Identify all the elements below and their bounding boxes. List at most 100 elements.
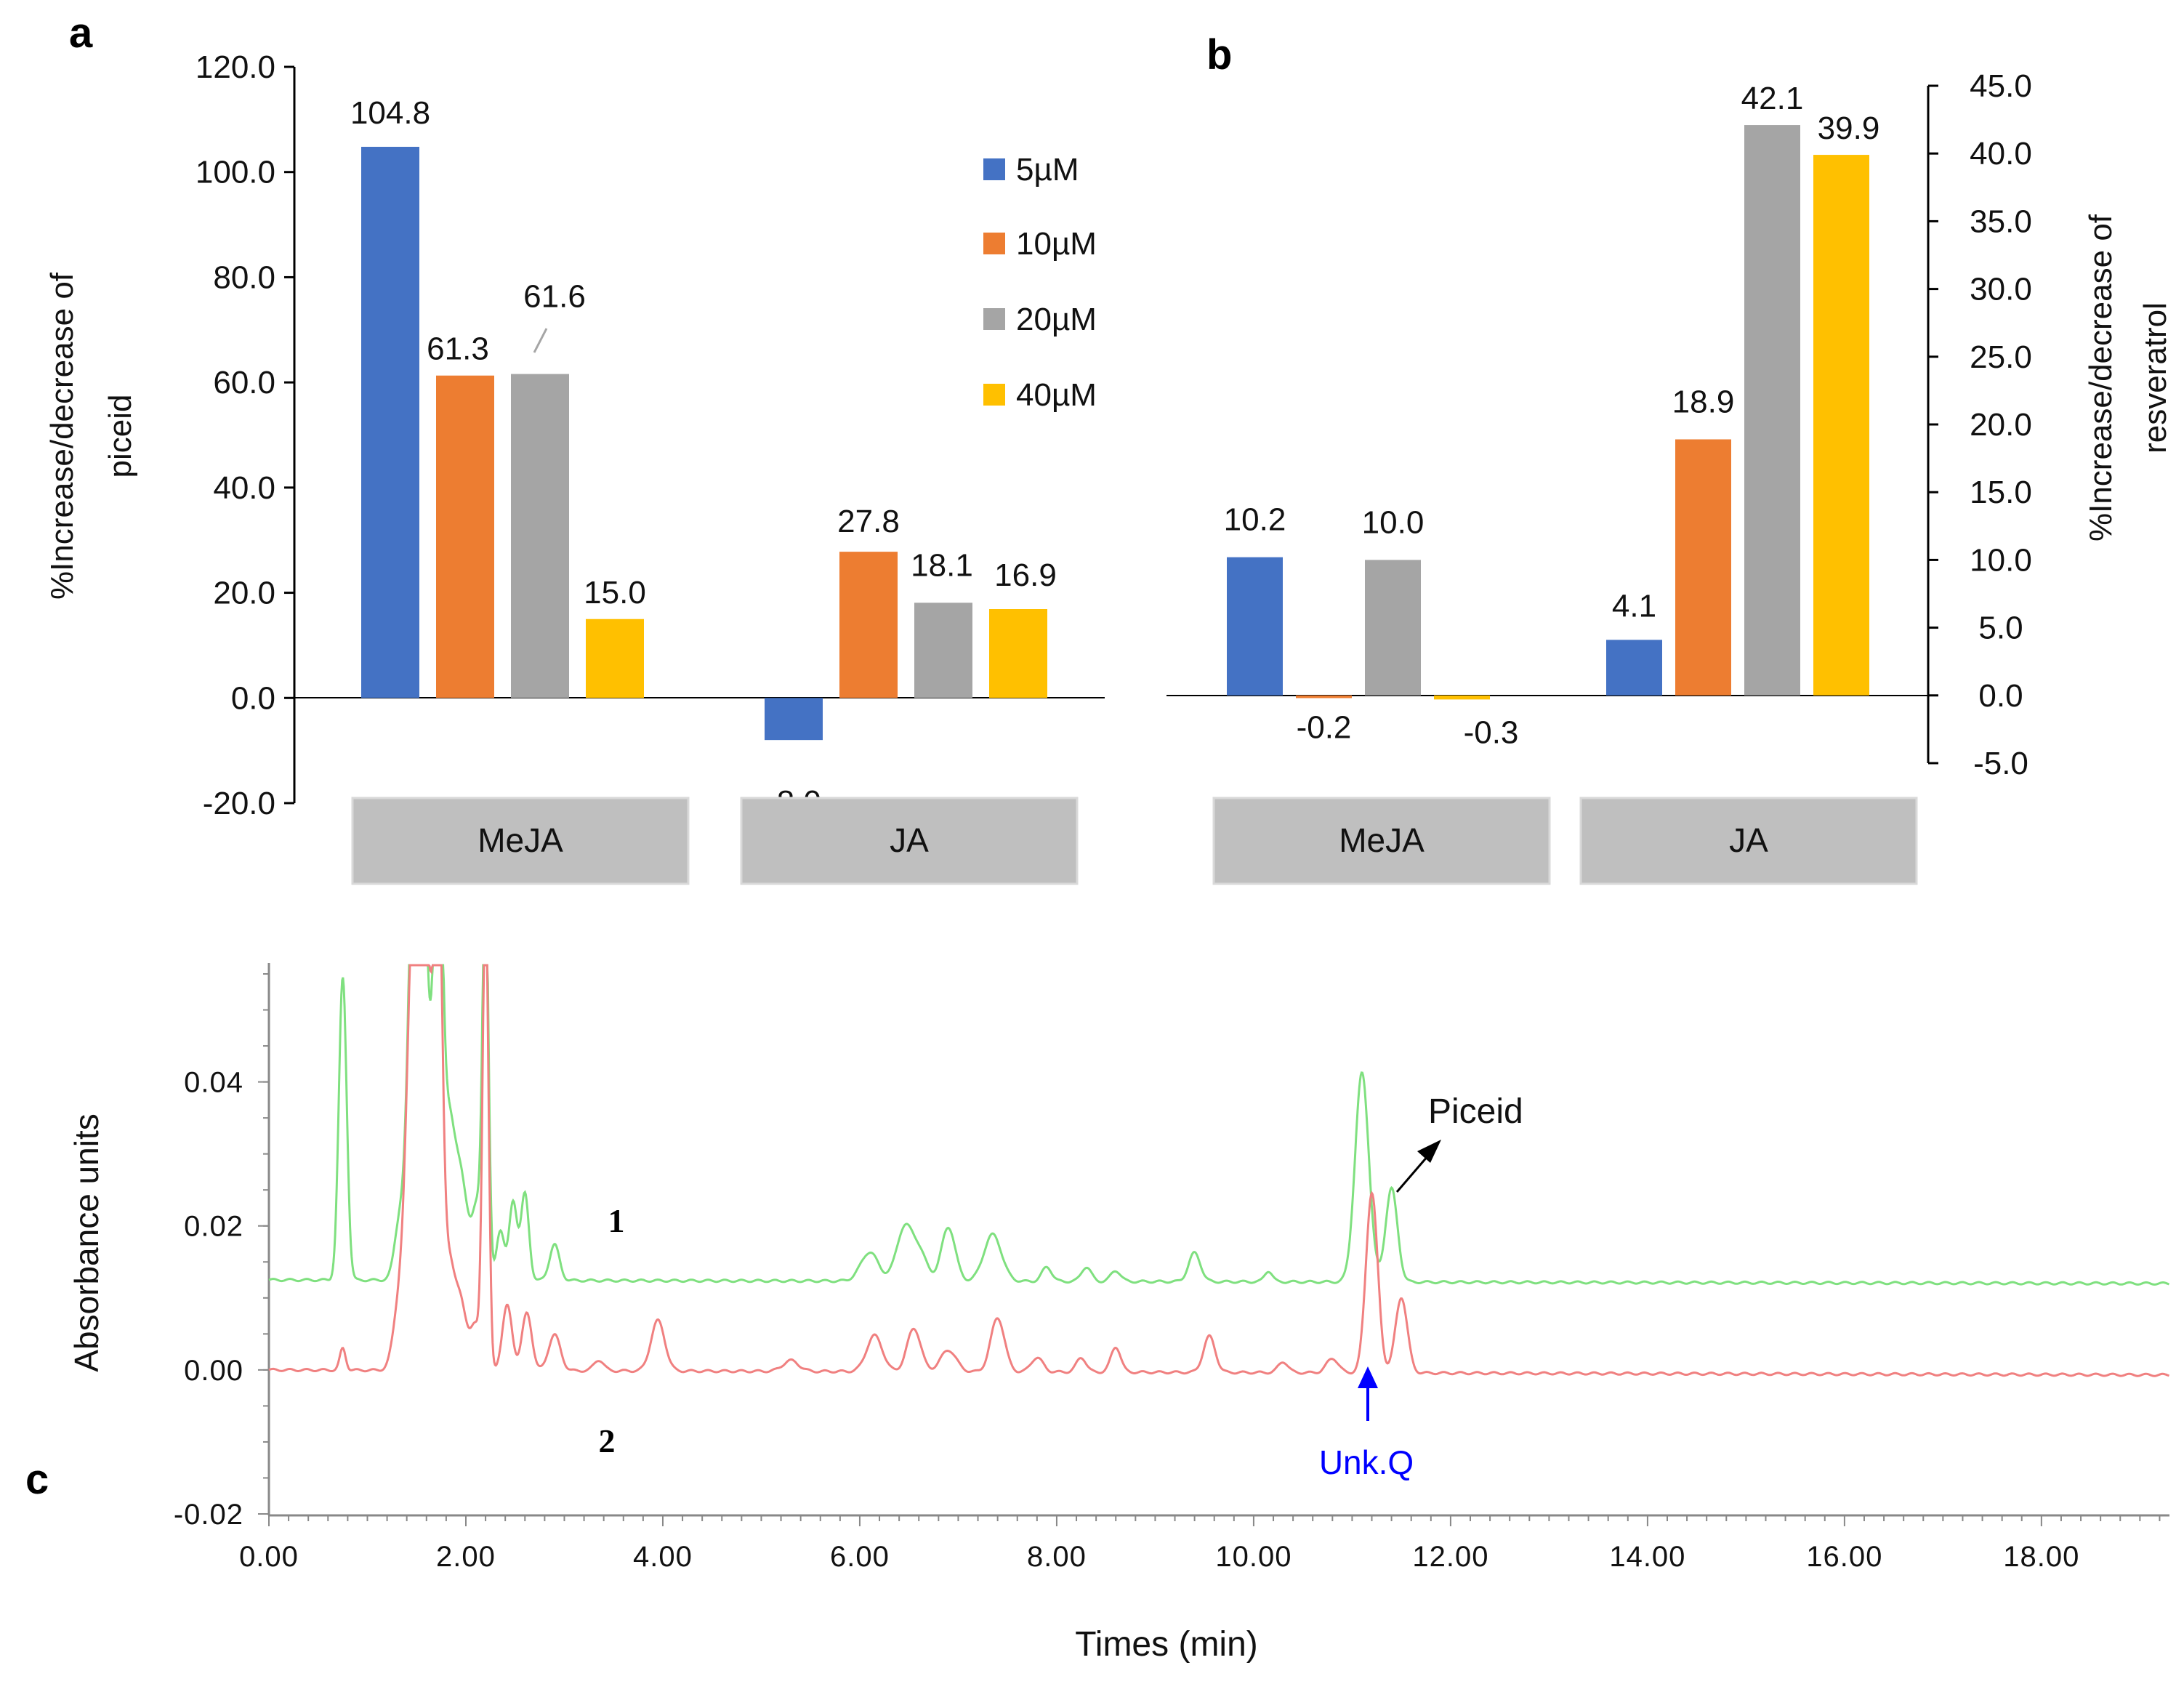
legend-swatch-40um: [983, 384, 1005, 406]
panel-a-bar-meja-40um: [586, 619, 644, 698]
panel-b-ytick-label: 5.0: [1978, 611, 2023, 646]
panel-b-bar-meja-5um: [1227, 557, 1283, 696]
panel-a-bar-meja-10um: [436, 375, 494, 698]
panel-b-value-labels: 10.2 -0.2 10.0 -0.3 4.1 18.9 42.1 39.9: [1224, 81, 1880, 750]
legend-label-10um: 10µM: [1016, 226, 1097, 262]
legend-swatch-5um: [983, 158, 1005, 180]
panel-c-xtick-label: 4.00: [633, 1541, 693, 1573]
legend-label-5um: 5µM: [1016, 152, 1079, 188]
panel-b-category-ja: JA: [1729, 821, 1768, 859]
panel-b-ytick-label: 10.0: [1970, 542, 2032, 578]
panel-b-value-label-meja-5um: 10.2: [1224, 502, 1286, 538]
panel-a-bar-ja-10um: [839, 552, 898, 698]
panel-a-ylabel-line2: piceid: [102, 395, 138, 478]
panel-b-category-box-ja: [1579, 797, 1918, 885]
panel-a-category-meja: MeJA: [478, 821, 563, 859]
panel-c-xtick-label: 0.00: [239, 1541, 299, 1573]
panel-c-ylabel: Absorbance units: [68, 1113, 105, 1371]
panel-a-bar-meja-20um: [511, 374, 569, 698]
panel-a-leader-line: [533, 328, 548, 353]
panel-b-ytick-label: 20.0: [1970, 407, 2032, 443]
panel-a-bars: [361, 146, 1047, 741]
panel-a-value-label-meja-5um: 104.8: [350, 95, 430, 131]
panel-c-xtick-label: 16.00: [1806, 1541, 1882, 1573]
panel-a-bar-ja-20um: [914, 603, 972, 698]
panel-a-ytick-label: -20.0: [203, 786, 275, 821]
legend: 5µM 10µM 20µM 40µM: [983, 152, 1097, 413]
panel-b-category-box-meja: [1212, 797, 1551, 885]
panel-a-value-label-meja-20um: 61.6: [523, 279, 586, 315]
panel-letter-b: b: [1206, 31, 1232, 78]
panel-b-bar-meja-40um: [1434, 695, 1490, 700]
panel-a-value-label-ja-20um: 18.1: [911, 547, 973, 583]
panel-b-bar-chart: -5.0 0.0 5.0 10.0 15.0 20.0 25.0 30.0 35.0 40.0 45…: [1166, 68, 2173, 885]
panel-letter-a: a: [69, 9, 93, 57]
panel-a-ylabel-line1: %Increase/decrease of: [44, 272, 80, 600]
panel-b-ylabel-line1: %Increase/decrease of: [2083, 214, 2119, 541]
panel-c-xlabel: Times (min): [1075, 1625, 1258, 1664]
panel-a-bar-ja-5um: [765, 698, 823, 741]
panel-c-xtick-label: 8.00: [1027, 1541, 1087, 1573]
panel-a-category-box-meja: [351, 797, 690, 885]
panel-letter-c: c: [25, 1456, 49, 1503]
panel-a-y-ticks: -20.0 0.0 20.0 40.0 60.0 80.0 100.0 120.0: [196, 49, 294, 821]
piceid-annotation: Piceid: [1428, 1092, 1523, 1131]
panel-c-ytick-label: 0.02: [184, 1211, 243, 1243]
panel-a-ytick-label: 60.0: [213, 365, 275, 400]
panel-c-xtick-label: 6.00: [830, 1541, 890, 1573]
panel-b-value-label-meja-20um: 10.0: [1362, 504, 1425, 540]
panel-a-value-label-ja-40um: 16.9: [994, 557, 1057, 593]
panel-c-xtick-label: 14.00: [1609, 1541, 1685, 1573]
panel-b-bar-ja-5um: [1606, 640, 1662, 696]
piceid-arrow-line: [1395, 1155, 1430, 1193]
panel-c-chromatogram: -0.02 0.00 0.02 0.04 0.00 2.00 4.00 6.00 8.00 10…: [68, 963, 2170, 1664]
panel-a-ytick-label: 120.0: [196, 49, 275, 85]
panel-b-category-meja: MeJA: [1339, 821, 1425, 859]
panel-a-ytick-label: 40.0: [213, 470, 275, 506]
panel-b-value-label-ja-40um: 39.9: [1818, 110, 1880, 146]
panel-a-value-label-meja-10um: 61.3: [427, 331, 489, 367]
panel-b-bar-meja-10um: [1296, 695, 1352, 698]
trace-2-label: 2: [599, 1422, 616, 1459]
panel-c-ytick-label: 0.00: [184, 1355, 243, 1387]
panel-a-ytick-label: 80.0: [213, 259, 275, 295]
panel-b-bar-ja-20um: [1744, 125, 1800, 696]
legend-label-20um: 20µM: [1016, 302, 1097, 337]
panel-b-value-label-ja-5um: 4.1: [1612, 588, 1656, 624]
panel-b-ytick-label: 30.0: [1970, 272, 2032, 307]
panel-a-ytick-label: 20.0: [213, 576, 275, 611]
legend-swatch-20um: [983, 308, 1005, 330]
trace-2: [268, 964, 2170, 1377]
panel-b-ytick-label: 15.0: [1970, 475, 2032, 510]
panel-c-xtick-label: 12.00: [1412, 1541, 1488, 1573]
trace-1: [268, 964, 2170, 1286]
panel-a-value-label-meja-40um: 15.0: [584, 575, 646, 611]
panel-c-xtick-label: 2.00: [436, 1541, 496, 1573]
panel-b-ytick-label: 45.0: [1970, 68, 2032, 104]
panel-c-xtick-label: 10.00: [1215, 1541, 1292, 1573]
panel-b-ytick-label: 0.0: [1978, 678, 2023, 714]
panel-c-ytick-label: -0.02: [174, 1499, 243, 1531]
panel-a-bar-ja-40um: [989, 609, 1047, 698]
panel-b-value-label-meja-40um: -0.3: [1464, 714, 1519, 750]
panel-b-y-ticks: -5.0 0.0 5.0 10.0 15.0 20.0 25.0 30.0 35.0 40.0 45…: [1928, 68, 2032, 781]
panel-b-ytick-label: 40.0: [1970, 136, 2032, 172]
unk-annotation: Unk.Q: [1319, 1443, 1414, 1481]
panel-b-value-label-meja-10um: -0.2: [1297, 710, 1352, 746]
panel-b-bar-ja-40um: [1813, 155, 1869, 696]
legend-swatch-10um: [983, 233, 1005, 254]
panel-b-ytick-label: -5.0: [1973, 746, 2028, 781]
panel-a-ytick-label: 100.0: [196, 155, 275, 190]
panel-b-value-label-ja-10um: 18.9: [1672, 384, 1735, 420]
panel-c-ytick-label: 0.04: [184, 1067, 243, 1099]
panel-a-category-box-ja: [740, 797, 1079, 885]
panel-a-bar-meja-5um: [361, 146, 419, 698]
legend-label-40um: 40µM: [1016, 377, 1097, 413]
panel-c-y-ticks: -0.02 0.00 0.02 0.04: [174, 973, 269, 1531]
panel-b-ytick-label: 25.0: [1970, 339, 2032, 375]
trace-1-label: 1: [608, 1202, 625, 1239]
panel-c-xtick-label: 18.00: [2003, 1541, 2079, 1573]
panel-a-ytick-label: 0.0: [231, 680, 275, 716]
piceid-arrow-head: [1417, 1140, 1441, 1163]
